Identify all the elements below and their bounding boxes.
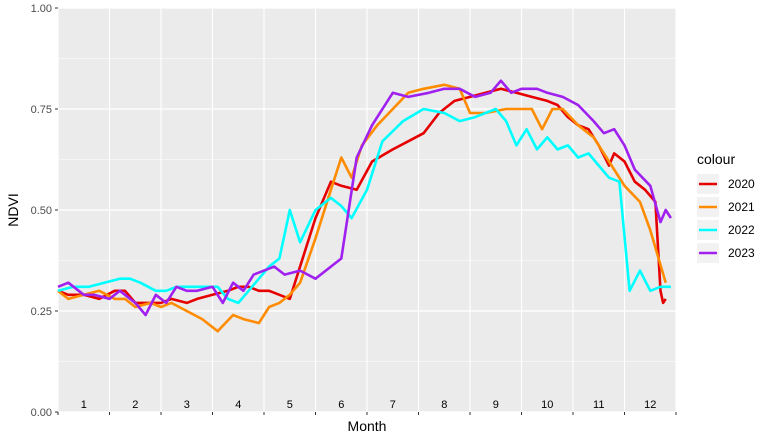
y-axis-title: NDVI [5,193,21,226]
series-layer [57,79,672,333]
month-label: 12 [644,399,656,411]
legend-title: colour [697,151,735,167]
series-line-2023 [57,79,672,317]
series-line-2022 [57,107,671,305]
series-line-2021 [57,83,667,333]
y-axis-ticks: 0.00 0.25 0.50 0.75 1.00 [31,3,58,419]
month-label: 2 [132,399,138,411]
month-label: 5 [287,399,293,411]
month-label: 1 [81,399,87,411]
month-label: 10 [541,399,553,411]
month-label: 8 [441,399,447,411]
y-tick-label: 0.00 [31,407,52,419]
legend: colour 2020 2021 2022 2023 [697,151,755,263]
legend-label-2021: 2021 [728,200,755,214]
month-label: 9 [493,399,499,411]
month-label: 4 [235,399,241,411]
month-label: 7 [390,399,396,411]
legend-label-2023: 2023 [728,246,755,260]
y-tick-label: 0.25 [31,306,52,318]
legend-label-2020: 2020 [728,177,755,191]
y-tick-label: 0.75 [31,104,52,116]
y-tick-label: 1.00 [31,3,52,15]
month-label: 6 [338,399,344,411]
month-label: 11 [593,399,604,411]
legend-label-2022: 2022 [728,223,755,237]
x-axis-ticks: 1 2 3 4 5 6 7 8 9 10 11 12 [57,399,677,415]
y-tick-label: 0.50 [31,205,52,217]
x-axis-title: Month [348,418,387,434]
month-label: 3 [184,399,190,411]
